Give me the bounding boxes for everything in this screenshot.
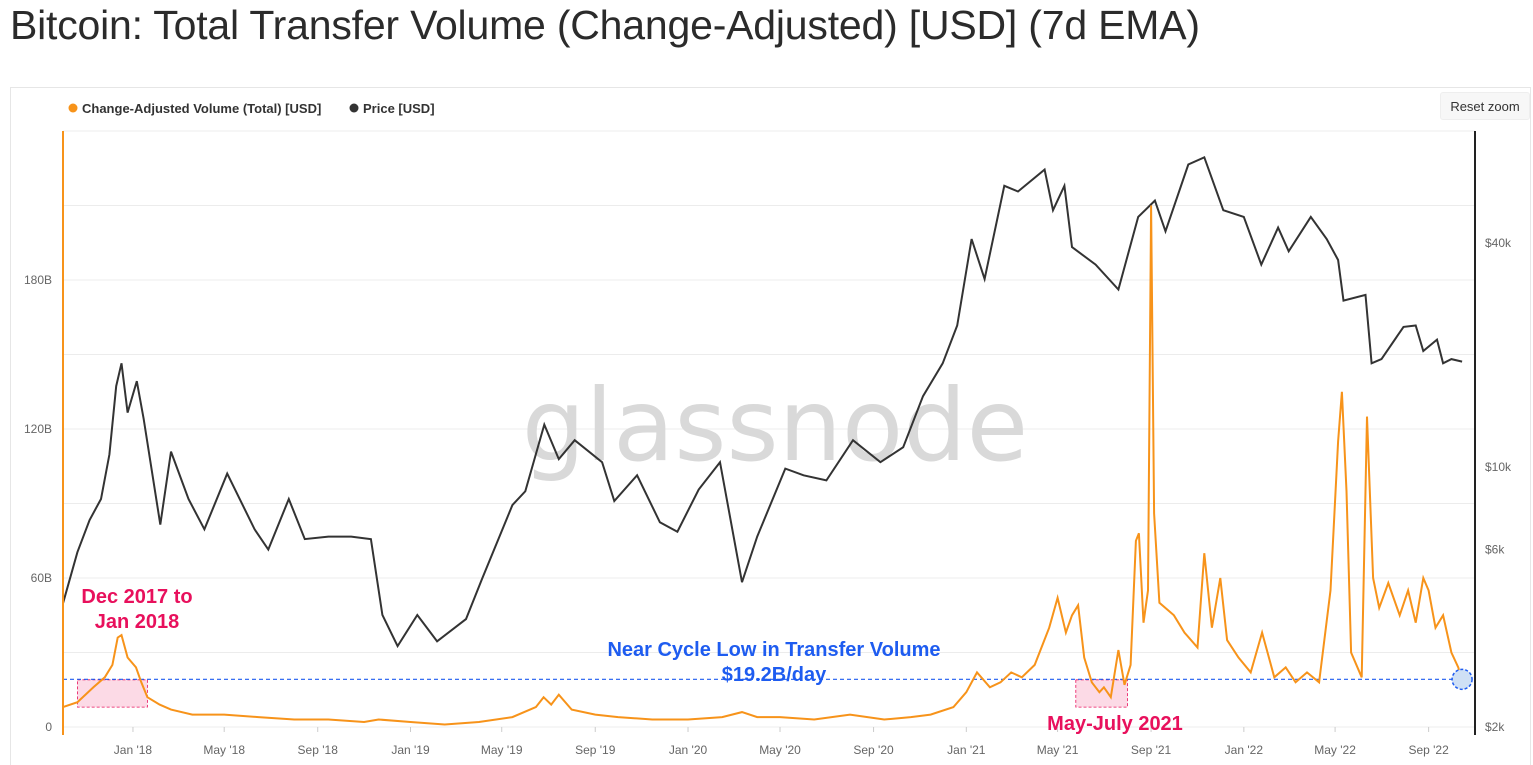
y-left-tick-label: 180B [24,273,52,287]
x-axis-ticks: Jan '18 May '18 Sep '18 Jan '19 May '19 Sep '… [114,727,1449,757]
x-tick-label: Sep '22 [1408,743,1449,757]
x-tick-label: Jan '19 [391,743,430,757]
page-title: Bitcoin: Total Transfer Volume (Change-A… [10,2,1200,48]
x-tick-label: May '21 [1037,743,1079,757]
x-tick-label: Jan '21 [947,743,986,757]
grid-lines [63,130,1475,728]
annotations: Dec 2017 to Jan 2018 May-July 2021 Near Cyc… [81,586,1182,735]
left-axis-ticks: 0 60B 120B 180B [24,273,52,734]
annotation-may-july-2021-label: May-July 2021 [1047,713,1183,735]
legend-label[interactable]: Price [USD] [363,101,435,116]
x-tick-label: Jan '20 [669,743,708,757]
highlight-regions [77,679,1128,708]
x-tick-label: Sep '19 [575,743,616,757]
volume-series-line[interactable] [62,205,1464,726]
x-tick-label: May '20 [759,743,801,757]
legend-marker [68,103,78,113]
annotation-cycle-low-label: $19.2B/day [722,664,827,686]
annotation-dec2017-label: Jan 2018 [95,611,180,633]
annotation-dec2017-label: Dec 2017 to [81,586,192,608]
annotation-cycle-low-label: Near Cycle Low in Transfer Volume [607,639,940,661]
y-left-tick-label: 60B [31,571,52,585]
reset-zoom-button[interactable]: Reset zoom [1440,92,1530,120]
x-tick-label: Sep '21 [1131,743,1172,757]
x-tick-label: May '19 [481,743,523,757]
x-tick-label: Jan '18 [114,743,153,757]
x-tick-label: Jan '22 [1225,743,1264,757]
latest-point-marker [1451,668,1473,691]
highlight-box [77,679,148,708]
x-tick-label: Sep '18 [298,743,339,757]
right-axis-ticks: $2k $6k $10k $40k [1485,236,1512,734]
x-tick-label: May '18 [203,743,245,757]
legend[interactable]: Change-Adjusted Volume (Total) [USD] Pric… [68,101,435,116]
x-tick-label: May '22 [1314,743,1356,757]
chart-frame [10,87,1531,765]
watermark: glassnode [522,367,1028,484]
legend-label[interactable]: Change-Adjusted Volume (Total) [USD] [82,101,321,116]
y-right-tick-label: $40k [1485,236,1512,250]
y-right-tick-label: $6k [1485,543,1505,557]
price-series-line[interactable] [62,155,1463,649]
y-left-tick-label: 0 [45,720,52,734]
y-right-tick-label: $10k [1485,460,1512,474]
x-tick-label: Sep '20 [853,743,894,757]
y-left-tick-label: 120B [24,422,52,436]
y-right-tick-label: $2k [1485,720,1505,734]
legend-marker [349,103,359,113]
highlight-box [1075,679,1128,708]
